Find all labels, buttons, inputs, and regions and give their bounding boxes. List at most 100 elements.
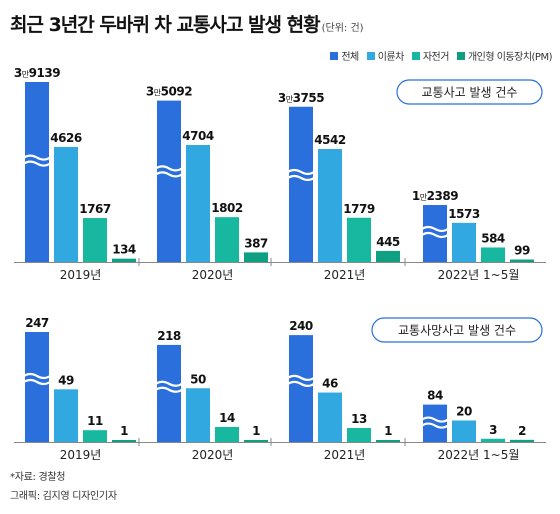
credit-note: 그래픽: 김지영 디자인기자 — [10, 491, 117, 502]
bar — [25, 82, 49, 262]
axis-break-mark — [421, 225, 449, 233]
data-label: 99 — [514, 244, 530, 258]
legend-item-bicycle: 자전거 — [411, 48, 450, 63]
data-label: 240 — [289, 319, 313, 333]
legend-label: 이륜차 — [377, 52, 405, 63]
data-label: 134 — [112, 243, 136, 257]
data-label: 84 — [427, 389, 443, 403]
bar — [510, 259, 534, 262]
axis-break-mark — [287, 380, 315, 387]
legend-label: 전체 — [341, 52, 359, 63]
data-label: 1767 — [79, 202, 111, 216]
bar — [510, 439, 534, 442]
chart-subtitle-box — [371, 317, 543, 343]
chart-panel-1: 교통사고 발생 건수 3만9139 4626 1767 134 2019년 3만5092 47… — [14, 66, 546, 282]
data-label: 49 — [58, 373, 74, 387]
bar — [112, 258, 136, 262]
data-label: 4542 — [314, 133, 346, 147]
unit-label: (단위: 건) — [321, 23, 364, 34]
axis-break-mark — [155, 380, 183, 387]
data-label: 4626 — [50, 131, 82, 145]
legend-label: 자전거 — [422, 52, 450, 63]
data-label: 3만9139 — [14, 66, 60, 80]
bar — [83, 218, 107, 262]
bar — [376, 250, 400, 262]
bar — [186, 144, 210, 262]
bar — [215, 217, 239, 262]
bar — [376, 440, 400, 442]
axis-break-mark — [287, 168, 315, 176]
bar — [112, 440, 136, 442]
axis-break-mark — [155, 386, 183, 393]
bar — [452, 420, 476, 442]
data-label: 1573 — [448, 207, 480, 221]
bar — [347, 428, 371, 442]
chart-panel-2: 교통사망사고 발생 건수247491112019년218501412020년24… — [14, 316, 546, 462]
data-label: 3만5092 — [146, 85, 192, 99]
bar — [54, 146, 78, 262]
data-label: 1802 — [211, 201, 243, 215]
data-label: 3만3755 — [278, 91, 324, 105]
data-label: 247 — [25, 316, 49, 330]
bar — [186, 388, 210, 442]
bar — [481, 438, 505, 442]
bar — [289, 106, 313, 262]
data-label: 584 — [481, 231, 505, 245]
legend: 전체 이륜차 자전거 개인형 이동장치(PM) — [330, 48, 553, 63]
axis-break-mark — [421, 416, 449, 423]
data-label: 1 — [252, 424, 260, 438]
axis-break-mark — [23, 154, 51, 161]
bar — [83, 430, 107, 442]
bar — [318, 392, 342, 442]
data-label: 11 — [87, 414, 103, 428]
axis-break-mark — [23, 160, 51, 167]
data-label: 1만2389 — [412, 189, 458, 203]
bar — [157, 344, 181, 442]
category-label: 2020년 — [192, 448, 234, 462]
category-label: 2019년 — [60, 268, 102, 282]
data-label: 14 — [219, 411, 235, 425]
category-label: 2022년 1~5월 — [438, 268, 520, 282]
legend-swatch — [330, 51, 339, 60]
data-label: 13 — [351, 412, 367, 426]
bar — [54, 389, 78, 442]
data-label: 445 — [376, 235, 400, 249]
axis-break-mark — [421, 422, 449, 429]
bar — [318, 149, 342, 262]
axis-break-mark — [23, 372, 51, 380]
data-label: 1 — [384, 424, 392, 438]
chart-subtitle: 교통사고 발생 건수 — [422, 86, 518, 100]
bar — [157, 100, 181, 263]
source-note: *자료: 경찰청 — [10, 472, 66, 483]
axis-break-mark — [155, 165, 183, 172]
bar — [215, 426, 239, 442]
data-label: 46 — [322, 377, 338, 391]
data-label: 218 — [157, 329, 181, 343]
chart-title: 최근 3년간 두바퀴 차 교통사고 발생 현황 (단위: 건) — [10, 10, 364, 37]
legend-label: 개인형 이동장치(PM) — [467, 52, 553, 63]
axis-break-mark — [23, 378, 51, 386]
axis-break-mark — [287, 174, 315, 182]
bar — [244, 440, 268, 442]
title-text: 최근 3년간 두바퀴 차 교통사고 발생 현황 — [10, 14, 321, 36]
legend-item-motorcycle: 이륜차 — [366, 48, 405, 63]
bar — [289, 335, 313, 442]
bar — [347, 217, 371, 262]
data-label: 50 — [190, 372, 206, 386]
data-label: 1 — [120, 424, 128, 438]
legend-swatch — [411, 51, 420, 60]
category-label: 2021년 — [324, 268, 366, 282]
bar — [244, 252, 268, 262]
legend-item-total: 전체 — [330, 48, 359, 63]
chart-subtitle-box — [396, 79, 543, 105]
data-label: 4704 — [182, 129, 214, 143]
data-label: 2 — [518, 424, 526, 438]
bar — [25, 332, 49, 442]
data-label: 387 — [244, 236, 268, 250]
category-label: 2021년 — [324, 448, 366, 462]
axis-break-mark — [155, 171, 183, 178]
data-label: 3 — [489, 423, 497, 437]
data-label: 1779 — [343, 202, 375, 216]
legend-item-pm: 개인형 이동장치(PM) — [456, 48, 553, 63]
